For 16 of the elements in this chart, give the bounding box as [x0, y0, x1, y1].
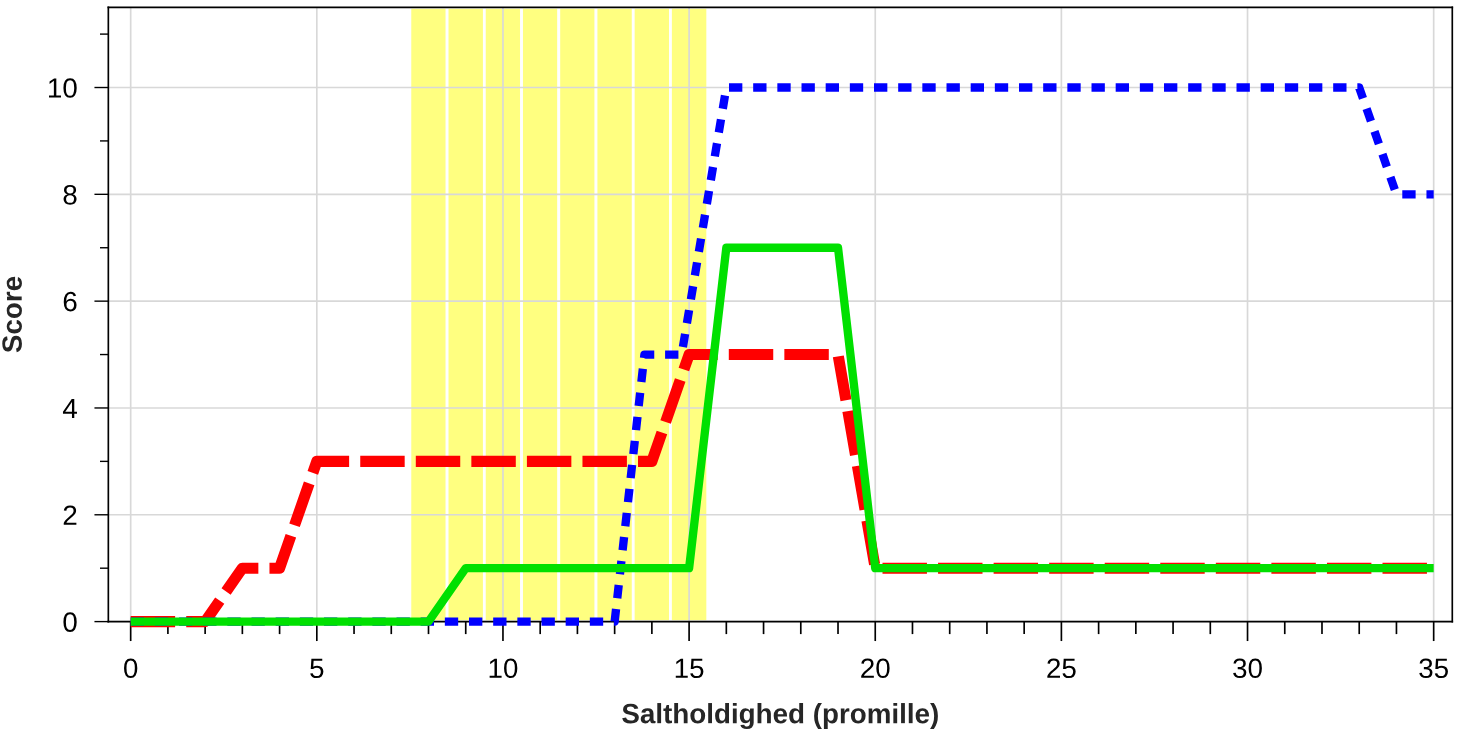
x-tick-label: 25 — [1047, 658, 1076, 679]
y-tick-label: 4 — [62, 398, 77, 419]
x-tick-label: 35 — [1419, 658, 1448, 679]
y-axis-title: Score — [2, 276, 22, 353]
y-tick-label: 0 — [63, 612, 77, 632]
y-tick-label: 10 — [49, 78, 77, 98]
x-tick-label: 30 — [1233, 658, 1262, 679]
y-tick-label: 2 — [63, 505, 77, 525]
x-axis-title: Saltholdighed (promille) — [622, 703, 938, 730]
x-tick-label: 20 — [861, 658, 890, 679]
y-tick-label: 6 — [63, 291, 77, 312]
x-tick-label: 0 — [124, 658, 138, 679]
x-tick-label: 10 — [489, 658, 518, 679]
y-tick-label: 8 — [63, 185, 77, 205]
x-tick-label: 5 — [310, 658, 324, 679]
x-tick-label: 15 — [675, 658, 704, 679]
